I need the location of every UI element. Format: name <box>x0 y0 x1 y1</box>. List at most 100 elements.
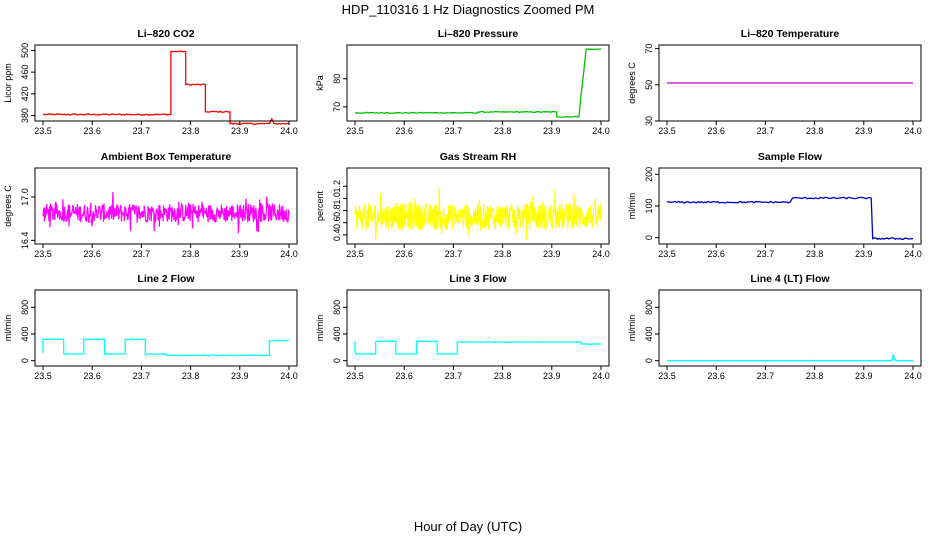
x-tick-label: 23.8 <box>806 249 824 259</box>
y-tick-label: 1.2 <box>332 180 342 193</box>
plot-frame <box>658 167 922 245</box>
panel-title: Li–820 CO2 <box>137 28 194 40</box>
panel-4: Gas Stream RH 23.5 23.6 23.7 23.8 23.9 24.0 0.4… <box>315 151 610 259</box>
panel-1: Li–820 Pressure 23.5 23.6 23.7 23.8 23.9 24.0 7… <box>315 28 610 136</box>
panel-title: Sample Flow <box>758 151 823 163</box>
x-tick-label: 24.0 <box>280 126 298 136</box>
panel-6: Line 2 Flow 23.5 23.6 23.7 23.8 23.9 24.0 0 400 8… <box>3 273 298 381</box>
plot-frame <box>34 44 298 122</box>
plot-frame <box>346 289 610 367</box>
x-tick-label: 23.9 <box>231 126 249 136</box>
plot-frame <box>658 289 922 367</box>
y-axis-label: degrees C <box>627 62 637 104</box>
x-tick-label: 23.7 <box>133 371 151 381</box>
x-tick-label: 23.5 <box>346 371 364 381</box>
series-line <box>42 50 290 126</box>
series-line <box>666 354 914 362</box>
x-tick-label: 23.7 <box>133 126 151 136</box>
y-tick-label: 0.4 <box>332 229 342 242</box>
x-tick-label: 23.7 <box>757 249 775 259</box>
series-line <box>42 191 290 234</box>
y-tick-label: 0 <box>20 358 30 363</box>
x-tick-label: 23.9 <box>231 249 249 259</box>
x-tick-label: 24.0 <box>904 249 922 259</box>
x-tick-label: 23.9 <box>543 371 561 381</box>
y-tick-label: 380 <box>20 108 30 123</box>
series-line <box>354 187 602 241</box>
x-tick-label: 23.5 <box>34 371 52 381</box>
x-tick-label: 23.6 <box>395 249 413 259</box>
y-tick-label: 16.4 <box>20 232 30 250</box>
x-tick-label: 23.5 <box>658 249 676 259</box>
y-tick-label: 17.0 <box>20 188 30 206</box>
x-tick-label: 24.0 <box>280 249 298 259</box>
y-axis-label: Licor ppm <box>3 63 13 103</box>
plot-frame <box>658 44 922 122</box>
x-tick-label: 23.7 <box>757 126 775 136</box>
panel-2: Li–820 Temperature 23.5 23.6 23.7 23.8 23.9 24… <box>627 28 922 136</box>
x-tick-label: 23.9 <box>855 249 873 259</box>
y-axis-label: ml/min <box>627 315 637 342</box>
panel-title: Line 2 Flow <box>137 273 195 285</box>
x-tick-label: 23.7 <box>445 126 463 136</box>
x-tick-label: 23.6 <box>707 371 725 381</box>
y-tick-label: 0 <box>332 358 342 363</box>
plot-frame <box>34 167 298 245</box>
figure-x-axis-label: Hour of Day (UTC) <box>414 519 522 534</box>
x-tick-label: 23.7 <box>445 249 463 259</box>
y-tick-label: 200 <box>644 167 654 182</box>
panel-8: Line 4 (LT) Flow 23.5 23.6 23.7 23.8 23.9 24.0… <box>627 273 922 381</box>
x-tick-label: 24.0 <box>904 126 922 136</box>
y-tick-label: 0.8 <box>332 204 342 217</box>
panel-title: Line 3 Flow <box>449 273 507 285</box>
y-axis-label: ml/min <box>3 315 13 342</box>
x-tick-label: 23.8 <box>182 126 200 136</box>
panel-title: Line 4 (LT) Flow <box>750 273 830 285</box>
y-tick-label: 0 <box>644 235 654 240</box>
x-tick-label: 23.9 <box>543 249 561 259</box>
x-tick-label: 23.5 <box>34 126 52 136</box>
x-tick-label: 23.9 <box>855 371 873 381</box>
x-tick-label: 23.9 <box>543 126 561 136</box>
x-tick-label: 24.0 <box>592 126 610 136</box>
y-axis-label: ml/min <box>315 315 325 342</box>
panel-5: Sample Flow 23.5 23.6 23.7 23.8 23.9 24.0 0 100 2… <box>627 151 922 259</box>
figure-title: HDP_110316 1 Hz Diagnostics Zoomed PM <box>342 2 595 17</box>
y-tick-label: 30 <box>644 116 654 126</box>
panel-3: Ambient Box Temperature 23.5 23.6 23.7 23.8 2… <box>3 151 298 259</box>
x-tick-label: 23.5 <box>34 249 52 259</box>
series-line <box>666 196 914 240</box>
x-tick-label: 23.7 <box>757 371 775 381</box>
plot-frame <box>34 289 298 367</box>
panel-title: Ambient Box Temperature <box>101 151 232 163</box>
x-tick-label: 23.6 <box>707 249 725 259</box>
x-tick-label: 23.8 <box>494 126 512 136</box>
plot-frame <box>346 44 610 122</box>
y-tick-label: 1.0 <box>332 192 342 205</box>
y-tick-label: 800 <box>20 300 30 315</box>
y-tick-label: 400 <box>644 326 654 341</box>
y-tick-label: 400 <box>20 326 30 341</box>
x-tick-label: 23.6 <box>83 371 101 381</box>
y-tick-label: 460 <box>20 65 30 80</box>
y-axis-label: percent <box>315 190 325 221</box>
x-tick-label: 23.8 <box>182 371 200 381</box>
y-tick-label: 100 <box>644 198 654 213</box>
panel-7: Line 3 Flow 23.5 23.6 23.7 23.8 23.9 24.0 0 400 8… <box>315 273 610 381</box>
y-tick-label: 500 <box>20 43 30 58</box>
x-tick-label: 23.6 <box>707 126 725 136</box>
x-tick-label: 23.8 <box>806 371 824 381</box>
y-tick-label: 800 <box>644 300 654 315</box>
x-tick-label: 24.0 <box>280 371 298 381</box>
panels-grid: Li–820 CO2 23.5 23.6 23.7 23.8 23.9 24.0 380 420… <box>3 28 922 381</box>
y-tick-label: 50 <box>644 80 654 90</box>
y-tick-label: 400 <box>332 326 342 341</box>
series-line <box>42 338 290 357</box>
x-tick-label: 23.9 <box>855 126 873 136</box>
x-tick-label: 24.0 <box>592 371 610 381</box>
y-tick-label: 0 <box>644 358 654 363</box>
x-tick-label: 23.7 <box>445 371 463 381</box>
x-tick-label: 24.0 <box>904 371 922 381</box>
series-line <box>354 48 602 118</box>
